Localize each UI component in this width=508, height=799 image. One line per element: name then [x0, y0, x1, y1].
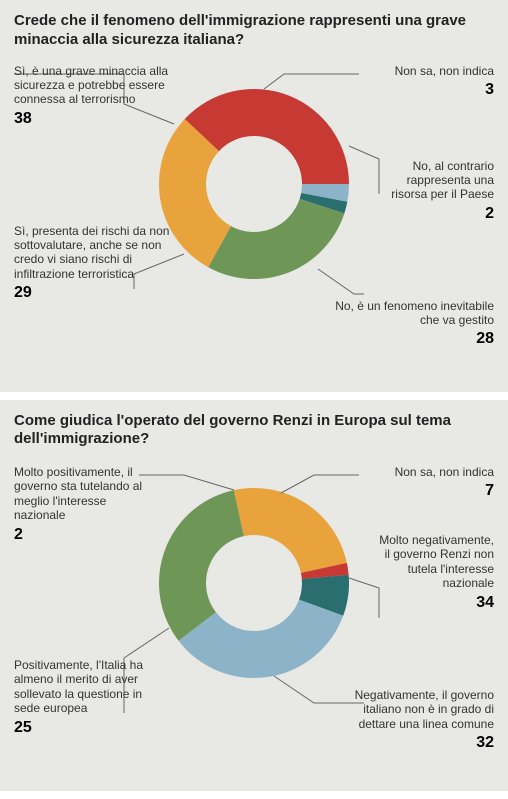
- label-1-c-val: 28: [329, 329, 494, 348]
- label-1-c-text: No, è un fenomeno inevitabile che va ges…: [335, 299, 494, 327]
- label-2-b-val: 34: [379, 593, 494, 612]
- label-2-e-val: 2: [14, 525, 149, 544]
- label-1-b: No, al contrario rappresenta una risorsa…: [379, 159, 494, 223]
- panel-chart-1: Crede che il fenomeno dell'immigrazione …: [0, 0, 508, 392]
- label-1-d-text: Sì, presenta dei rischi da non sottovalu…: [14, 224, 169, 281]
- label-2-a: Non sa, non indica 7: [364, 465, 494, 501]
- label-1-c: No, è un fenomeno inevitabile che va ges…: [329, 299, 494, 349]
- label-2-b: Molto negativamente, il governo Renzi no…: [379, 533, 494, 612]
- label-1-a-text: Non sa, non indica: [395, 64, 494, 78]
- chart-1-area: Non sa, non indica 3 No, al contrario ra…: [14, 64, 494, 374]
- question-1: Crede che il fenomeno dell'immigrazione …: [14, 12, 494, 50]
- label-2-e-text: Molto positivamente, il governo sta tute…: [14, 465, 142, 522]
- label-2-a-text: Non sa, non indica: [395, 465, 494, 479]
- label-1-d: Sì, presenta dei rischi da non sottovalu…: [14, 224, 179, 303]
- donut-2: [154, 483, 354, 688]
- label-2-d: Positivamente, l'Italia ha almeno il mer…: [14, 658, 169, 737]
- label-2-d-text: Positivamente, l'Italia ha almeno il mer…: [14, 658, 143, 715]
- label-2-c: Negativamente, il governo italiano non è…: [324, 688, 494, 752]
- label-2-a-val: 7: [364, 481, 494, 500]
- question-2: Come giudica l'operato del governo Renzi…: [14, 412, 494, 450]
- label-1-b-val: 2: [379, 204, 494, 223]
- donut-slice: [159, 490, 244, 641]
- donut-slice: [234, 488, 347, 573]
- label-1-e-val: 38: [14, 109, 169, 128]
- label-1-a-val: 3: [364, 80, 494, 99]
- label-2-e: Molto positivamente, il governo sta tute…: [14, 465, 149, 544]
- donut-slice: [208, 198, 344, 278]
- label-2-c-val: 32: [324, 733, 494, 752]
- chart-2-area: Non sa, non indica 7 Molto negativamente…: [14, 463, 494, 773]
- donut-slice: [185, 89, 349, 184]
- label-2-b-text: Molto negativamente, il governo Renzi no…: [379, 533, 494, 590]
- panel-chart-2: Come giudica l'operato del governo Renzi…: [0, 400, 508, 792]
- label-2-c-text: Negativamente, il governo italiano non è…: [355, 688, 494, 731]
- label-1-e-text: Sì, è una grave minaccia alla sicurezza …: [14, 64, 168, 107]
- label-1-e: Sì, è una grave minaccia alla sicurezza …: [14, 64, 169, 128]
- label-1-d-val: 29: [14, 283, 179, 302]
- label-1-b-text: No, al contrario rappresenta una risorsa…: [391, 159, 494, 202]
- label-2-d-val: 25: [14, 718, 169, 737]
- label-1-a: Non sa, non indica 3: [364, 64, 494, 100]
- donut-1: [154, 84, 354, 289]
